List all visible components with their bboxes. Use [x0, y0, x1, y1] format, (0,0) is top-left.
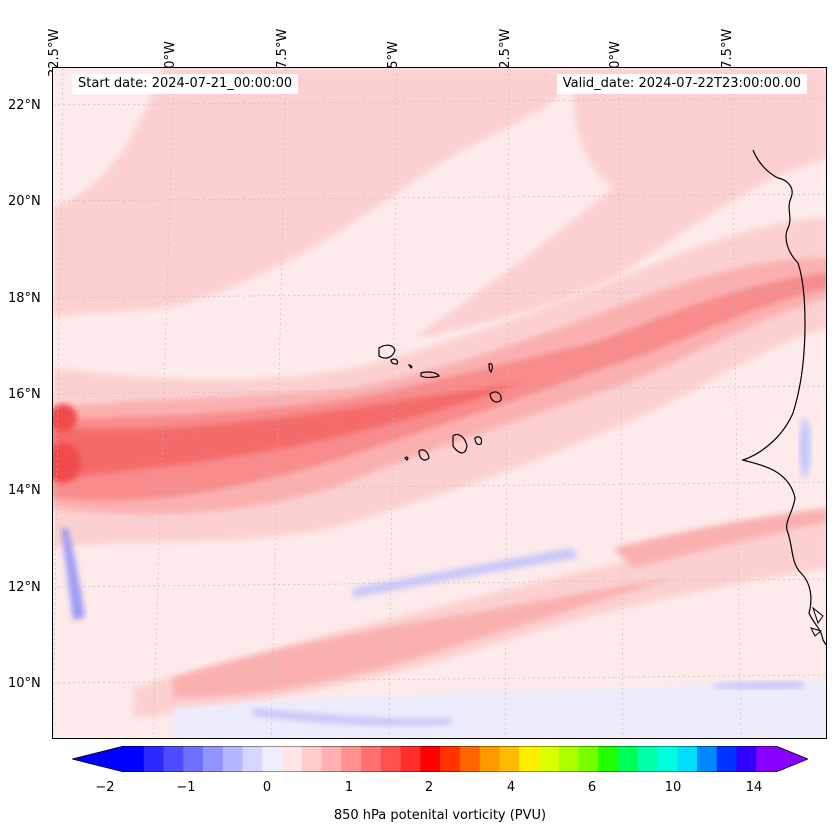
vorticity-field — [53, 68, 826, 738]
colorbar-segment — [756, 746, 777, 772]
lat-label-20N: 20°N — [8, 194, 41, 209]
colorbar-segment — [637, 746, 658, 772]
colorbar-tick-label: −1 — [176, 780, 196, 795]
colorbar-segment — [400, 746, 421, 772]
colorbar-segment — [519, 746, 540, 772]
blue-east-spot — [799, 418, 811, 478]
colorbar-segment — [716, 746, 737, 772]
south-band-3 — [613, 508, 826, 568]
colorbar-segment — [380, 746, 402, 772]
colorbar-tick-label: 10 — [664, 780, 682, 795]
colorbar-title: 850 hPa potenital vorticity (PVU) — [333, 808, 547, 823]
colorbar — [72, 746, 808, 772]
african-islands — [810, 606, 824, 637]
north-band-2 — [413, 68, 826, 338]
colorbar-segment — [203, 746, 224, 772]
valid-date-label: Valid_date: 2024-07-22T23:00:00.00 — [556, 74, 807, 94]
lat-label-10N: 10°N — [8, 676, 41, 691]
map-panel[interactable] — [52, 67, 827, 739]
blue-strip-mid — [353, 548, 578, 598]
colorbar-segment — [459, 746, 481, 772]
colorbar-segment — [183, 746, 204, 772]
colorbar-tick-label: 2 — [424, 780, 434, 795]
africa-coastline — [741, 149, 826, 646]
colorbar-min-arrow — [72, 746, 124, 772]
colorbar-segment — [440, 746, 461, 772]
lat-label-12N: 12°N — [8, 580, 41, 595]
colorbar-segment — [242, 746, 263, 772]
colorbar-tick-label: 14 — [745, 780, 763, 795]
colorbar-segment — [558, 746, 579, 772]
colorbar-segment — [222, 746, 244, 772]
colorbar-tick-label: 4 — [506, 780, 516, 795]
blue-east-streak — [713, 680, 805, 690]
blue-west-plume — [61, 528, 85, 620]
cape-verde-islands — [378, 344, 502, 461]
strong-red-west-2 — [53, 404, 77, 432]
colorbar-segment — [282, 746, 303, 772]
colorbar-segment — [538, 746, 560, 772]
colorbar-segment — [578, 746, 599, 772]
colorbar-segment — [657, 746, 678, 772]
colorbar-segment — [262, 746, 283, 772]
colorbar-segment — [598, 746, 619, 772]
graticule — [53, 68, 826, 738]
colorbar-segment — [736, 746, 757, 772]
colorbar-segment — [321, 746, 342, 772]
lat-label-18N: 18°N — [8, 291, 41, 306]
colorbar-tick-label: 0 — [262, 780, 272, 795]
colorbar-segment — [341, 746, 362, 772]
south-band-2 — [173, 578, 673, 698]
colorbar-segment — [499, 746, 520, 772]
red-core — [53, 383, 523, 478]
start-date-label: Start date: 2024-07-21_00:00:00 — [72, 74, 299, 94]
colorbar-segment — [479, 746, 500, 772]
north-band — [53, 68, 573, 318]
colorbar-segment — [696, 746, 718, 772]
colorbar-segment — [617, 746, 639, 772]
colorbar-segment — [143, 746, 165, 772]
colorbar-tick-label: 6 — [587, 780, 597, 795]
lat-label-22N: 22°N — [8, 98, 41, 113]
colorbar-segment — [163, 746, 184, 772]
lat-label-14N: 14°N — [8, 483, 41, 498]
colorbar-segment — [124, 746, 145, 772]
colorbar-segment — [677, 746, 698, 772]
lat-label-16N: 16°N — [8, 387, 41, 402]
blue-south-streak — [253, 708, 453, 726]
colorbar-max-arrow — [776, 746, 808, 772]
colorbar-tick-label: −2 — [95, 780, 115, 795]
colorbar-tick-label: 1 — [344, 780, 354, 795]
colorbar-segment — [420, 746, 441, 772]
strong-red-west — [53, 443, 81, 483]
colorbar-segment — [361, 746, 382, 772]
colorbar-segment — [301, 746, 323, 772]
